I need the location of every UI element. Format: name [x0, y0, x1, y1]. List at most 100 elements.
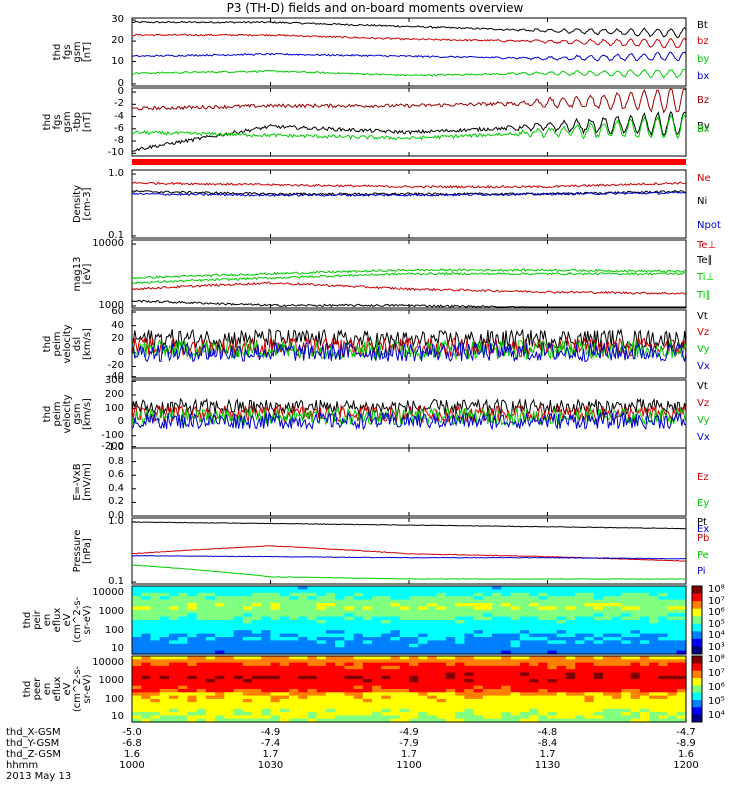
heat-cell [168, 685, 179, 690]
heat-cell [445, 647, 456, 652]
heat-cell [547, 659, 558, 664]
heat-cell [168, 586, 179, 590]
heat-cell [150, 599, 161, 604]
heat-cell [492, 695, 502, 700]
heat-cell [593, 633, 604, 638]
heat-cell [168, 656, 179, 660]
heat-cell [178, 698, 188, 703]
heat-cell [141, 718, 152, 723]
heat-cell [547, 685, 558, 690]
heat-cell [639, 623, 650, 628]
heat-cell [159, 586, 170, 590]
heat-cell [464, 689, 475, 693]
heat-cell [316, 630, 327, 635]
heat-cell [630, 685, 641, 690]
heat-cell [593, 616, 604, 621]
heat-cell [279, 695, 290, 700]
heat-cell [621, 695, 632, 700]
series-peim_velocity_dsl-Vz [131, 336, 687, 359]
heat-cell [593, 650, 604, 655]
heat-cell [492, 659, 502, 664]
heat-cell [575, 669, 586, 674]
heat-cell [150, 679, 161, 683]
heat-cell [335, 640, 345, 645]
heat-cell [612, 689, 622, 693]
heat-cell [372, 682, 382, 687]
heat-cell [288, 698, 299, 703]
legend-pressure-2: Pe [697, 550, 709, 561]
heat-cell [298, 656, 309, 660]
heat-cell [630, 705, 641, 710]
heat-cell [676, 698, 687, 703]
heat-cell [187, 633, 198, 638]
heat-cell [658, 606, 669, 611]
heat-cell [132, 672, 142, 677]
heat-cell [168, 715, 179, 720]
heat-cell [492, 606, 502, 611]
heat-cell [242, 633, 253, 638]
x-axis-value: 1100 [396, 760, 422, 771]
heat-cell [584, 586, 595, 590]
heat-cell [418, 675, 429, 680]
heat-cell [510, 633, 521, 638]
heat-cell [224, 620, 235, 624]
heat-cell [279, 656, 290, 660]
heat-cell [335, 637, 345, 641]
x-axis-value: -8.9 [676, 738, 696, 749]
heat-cell [565, 650, 576, 655]
heat-cell [279, 596, 290, 601]
heat-cell [298, 592, 309, 597]
heat-cell [242, 606, 253, 611]
heat-cell [132, 685, 142, 690]
y-tick-label: 10 [111, 643, 124, 655]
heat-cell [621, 596, 632, 601]
heat-cell [307, 603, 318, 607]
heat-cell [252, 599, 262, 604]
heat-cell [501, 685, 512, 690]
heat-cell [676, 609, 687, 614]
heat-cell [658, 640, 669, 645]
heat-cell [492, 589, 502, 594]
heat-cell [529, 633, 539, 638]
heat-cell [196, 599, 207, 604]
heat-cell [630, 599, 641, 604]
heat-cell [612, 672, 622, 677]
heat-cell [178, 672, 188, 677]
heat-cell [519, 672, 530, 677]
heat-cell [224, 689, 235, 693]
heat-cell [362, 620, 373, 624]
heat-cell [335, 643, 345, 648]
heat-cell [196, 596, 207, 601]
heat-cell [473, 685, 484, 690]
heat-cell [178, 702, 188, 707]
heat-cell [445, 620, 456, 624]
heat-cell [381, 643, 392, 648]
heat-cell [602, 586, 613, 590]
heat-cell [464, 633, 475, 638]
heat-cell [575, 620, 586, 624]
heat-cell [335, 589, 345, 594]
heat-cell [565, 702, 576, 707]
colorbar-tick: 10⁶ [708, 607, 725, 619]
heat-cell [427, 596, 438, 601]
heat-cell [676, 715, 687, 720]
heat-cell [270, 689, 281, 693]
heat-cell [547, 599, 558, 604]
heat-cell [510, 586, 521, 590]
heat-cell [621, 643, 632, 648]
heat-cell [519, 616, 530, 621]
heat-cell [409, 623, 419, 628]
heat-cell [362, 633, 373, 638]
heat-cell [298, 692, 309, 697]
heat-cell [178, 650, 188, 655]
heat-cell [233, 698, 244, 703]
heat-cell [159, 596, 170, 601]
heat-cell [399, 665, 410, 670]
heat-cell [455, 679, 465, 683]
heat-cell [639, 705, 650, 710]
heat-cell [372, 715, 382, 720]
heat-cell [621, 650, 632, 655]
heat-cell [464, 685, 475, 690]
heat-cell [362, 708, 373, 713]
heat-cell [593, 599, 604, 604]
